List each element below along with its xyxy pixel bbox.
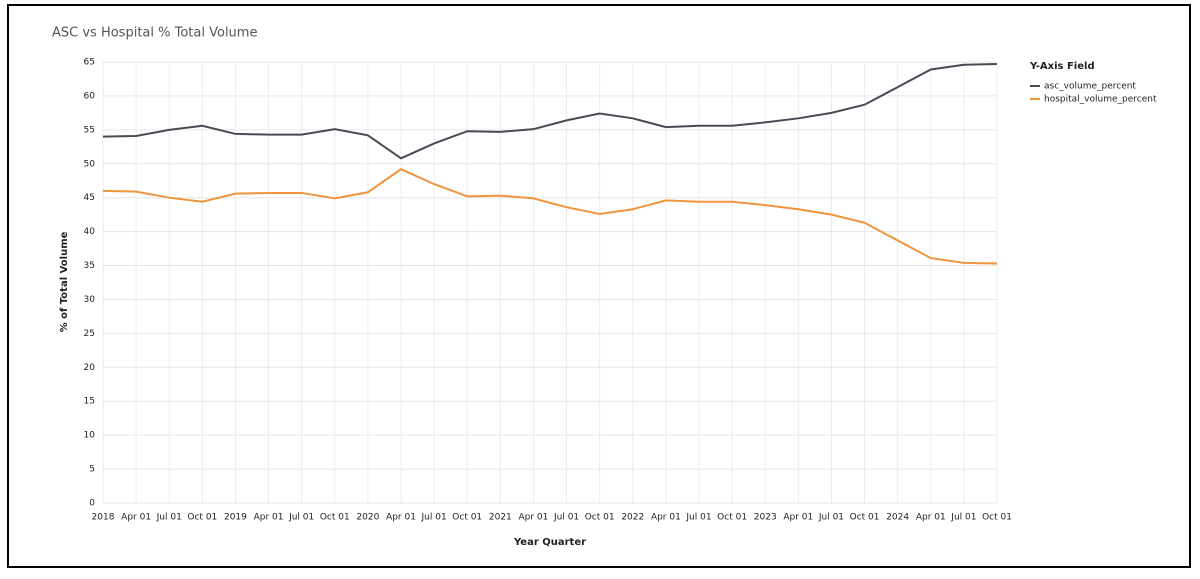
x-tick-label: Oct 01 <box>717 513 747 523</box>
x-tick-label: 2019 <box>224 513 247 523</box>
x-tick-label: Oct 01 <box>320 513 350 523</box>
x-tick-label: 2023 <box>754 513 777 523</box>
y-tick-label: 10 <box>84 431 96 441</box>
x-tick-label: Jul 01 <box>288 513 314 523</box>
x-tick-label: Oct 01 <box>452 513 482 523</box>
x-tick-label: 2024 <box>886 513 909 523</box>
y-tick-label: 45 <box>84 193 95 203</box>
y-tick-label: 35 <box>84 261 95 271</box>
x-tick-label: Jul 01 <box>421 513 447 523</box>
x-tick-label: Apr 01 <box>783 513 813 523</box>
y-tick-label: 50 <box>84 159 96 169</box>
x-tick-label: Jul 01 <box>818 513 844 523</box>
x-tick-label: 2022 <box>621 513 644 523</box>
x-tick-label: 2018 <box>92 513 115 523</box>
y-tick-label: 0 <box>89 499 95 509</box>
series-line <box>102 168 998 265</box>
x-tick-label: Oct 01 <box>982 513 1012 523</box>
y-tick-label: 40 <box>84 227 96 237</box>
y-tick-label: 30 <box>84 295 96 305</box>
x-tick-label: Jul 01 <box>685 513 711 523</box>
x-tick-label: Jul 01 <box>950 513 976 523</box>
y-tick-label: 60 <box>84 91 96 101</box>
legend-title: Y-Axis Field <box>1029 61 1095 72</box>
y-tick-label: 5 <box>89 465 95 475</box>
legend-label: hospital_volume_percent <box>1044 95 1157 105</box>
x-tick-label: 2020 <box>356 513 379 523</box>
x-tick-label: Jul 01 <box>553 513 579 523</box>
y-axis-label: % of Total Volume <box>59 231 70 332</box>
chart-frame <box>7 4 1191 568</box>
series-line <box>102 63 998 160</box>
x-tick-label: Oct 01 <box>187 513 217 523</box>
y-tick-label: 20 <box>84 363 96 373</box>
x-tick-label: 2021 <box>489 513 512 523</box>
y-tick-label: 15 <box>84 397 95 407</box>
x-tick-label: Apr 01 <box>121 513 151 523</box>
chart-title: ASC vs Hospital % Total Volume <box>52 26 257 41</box>
legend-label: asc_volume_percent <box>1044 82 1136 92</box>
x-tick-label: Apr 01 <box>386 513 416 523</box>
y-tick-label: 55 <box>84 125 95 135</box>
x-tick-label: Oct 01 <box>585 513 615 523</box>
x-tick-label: Apr 01 <box>254 513 284 523</box>
x-tick-label: Apr 01 <box>651 513 681 523</box>
y-tick-label: 25 <box>84 329 95 339</box>
x-tick-label: Apr 01 <box>518 513 548 523</box>
x-tick-label: Jul 01 <box>156 513 182 523</box>
y-tick-label: 65 <box>84 58 95 68</box>
x-axis-label: Year Quarter <box>513 537 586 548</box>
x-tick-label: Oct 01 <box>850 513 880 523</box>
x-tick-label: Apr 01 <box>916 513 946 523</box>
